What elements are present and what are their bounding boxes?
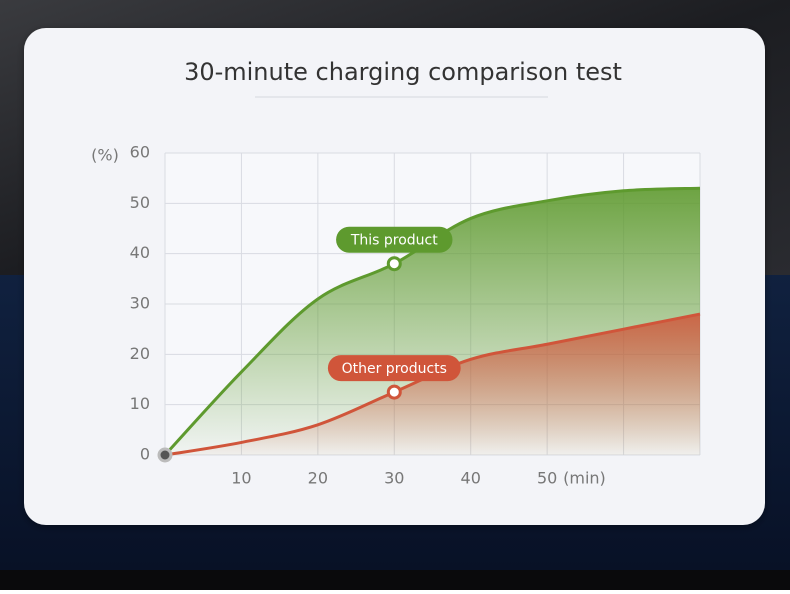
x-tick-label: 50 xyxy=(537,469,557,488)
legend-pill xyxy=(336,226,453,253)
y-tick-label: 40 xyxy=(130,243,150,262)
x-tick-label: 40 xyxy=(461,469,481,488)
x-tick-label: 20 xyxy=(308,469,328,488)
y-tick-label: 50 xyxy=(130,193,150,212)
x-tick-label: 10 xyxy=(231,469,251,488)
background xyxy=(0,570,790,590)
y-unit: (%) xyxy=(91,146,119,165)
area-fill xyxy=(165,314,700,455)
y-tick-label: 30 xyxy=(130,294,150,313)
origin-point xyxy=(157,447,173,463)
y-tick-label: 60 xyxy=(130,143,150,162)
legend-pill xyxy=(327,355,461,382)
point-marker xyxy=(386,384,402,400)
y-tick-label: 20 xyxy=(130,344,150,363)
y-tick-label: 10 xyxy=(130,394,150,413)
x-tick-label: 30 xyxy=(384,469,404,488)
legend-label: Other products xyxy=(342,361,447,377)
point-marker xyxy=(386,256,402,272)
y-tick-label: 0 xyxy=(140,445,150,464)
chart-title: 30-minute charging comparison test xyxy=(184,58,622,86)
x-unit: (min) xyxy=(563,469,606,488)
legend-label: This product xyxy=(350,233,438,249)
